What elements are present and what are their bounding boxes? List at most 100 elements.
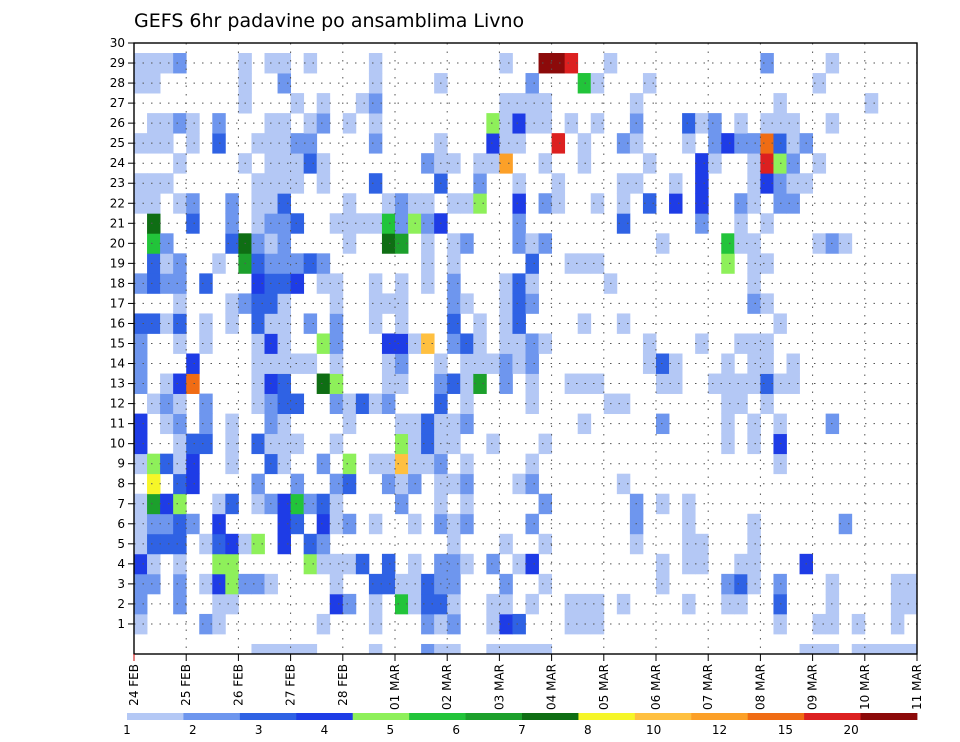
heatmap-cell bbox=[499, 153, 513, 174]
y-tick-label: 2 bbox=[117, 597, 125, 611]
heatmap-cell bbox=[134, 133, 148, 154]
heatmap-cell bbox=[538, 433, 552, 455]
legend-swatch bbox=[860, 713, 918, 720]
y-tick-label: 11 bbox=[110, 417, 125, 431]
heatmap-cell bbox=[147, 313, 161, 334]
legend-label: 1 bbox=[123, 723, 131, 737]
heatmap-cell bbox=[251, 573, 265, 595]
heatmap-cell bbox=[512, 93, 526, 114]
heatmap-cell bbox=[682, 533, 696, 555]
heatmap-cell bbox=[173, 573, 187, 595]
heatmap-cell bbox=[525, 73, 539, 94]
legend-label: 15 bbox=[778, 723, 793, 737]
heatmap-cell bbox=[381, 353, 396, 374]
heatmap-cell bbox=[225, 313, 239, 334]
heatmap-cell bbox=[173, 473, 187, 495]
heatmap-cell bbox=[290, 173, 305, 194]
heatmap-cell bbox=[225, 553, 239, 575]
heatmap-cell bbox=[186, 453, 200, 475]
heatmap-cell bbox=[251, 393, 265, 415]
heatmap-cell bbox=[473, 373, 487, 394]
heatmap-cell bbox=[303, 533, 318, 555]
heatmap-cell bbox=[342, 233, 357, 254]
heatmap-cell bbox=[499, 113, 513, 134]
heatmap-cell bbox=[277, 133, 291, 154]
heatmap-cell bbox=[303, 553, 318, 575]
heatmap-cell bbox=[551, 53, 566, 74]
heatmap-cell bbox=[890, 573, 905, 595]
heatmap-cell bbox=[708, 113, 722, 134]
heatmap-cell bbox=[199, 433, 213, 455]
heatmap-cell bbox=[538, 113, 552, 134]
heatmap-cell bbox=[290, 93, 305, 114]
heatmap-cell bbox=[395, 353, 409, 374]
heatmap-cell bbox=[277, 643, 291, 655]
heatmap-cell bbox=[173, 113, 187, 134]
heatmap-cell bbox=[173, 273, 187, 294]
heatmap-cell bbox=[447, 533, 461, 555]
heatmap-cell bbox=[381, 233, 396, 254]
heatmap-cell bbox=[864, 93, 879, 114]
heatmap-cell bbox=[538, 573, 552, 595]
heatmap-cell bbox=[695, 153, 709, 174]
heatmap-cell bbox=[290, 133, 305, 154]
heatmap-cell bbox=[486, 113, 500, 134]
legend-label: 20 bbox=[844, 723, 859, 737]
heatmap-cell bbox=[199, 273, 213, 294]
y-tick-label: 23 bbox=[110, 176, 125, 190]
heatmap-cell bbox=[160, 53, 174, 74]
heatmap-cell bbox=[186, 113, 200, 134]
heatmap-cell bbox=[812, 643, 827, 655]
y-tick-label: 12 bbox=[110, 397, 125, 411]
heatmap-cell bbox=[395, 453, 409, 475]
heatmap-cell bbox=[329, 313, 344, 334]
heatmap-cell bbox=[225, 493, 239, 515]
heatmap-cell bbox=[669, 193, 683, 214]
heatmap-cell bbox=[760, 333, 774, 354]
heatmap-cell bbox=[421, 213, 435, 234]
heatmap-cell bbox=[721, 253, 735, 274]
y-tick-label: 10 bbox=[110, 437, 125, 451]
heatmap-cell bbox=[525, 273, 539, 294]
heatmap-cell bbox=[577, 253, 592, 274]
legend-label: 12 bbox=[712, 723, 727, 737]
heatmap-cell bbox=[290, 473, 305, 495]
heatmap-cell bbox=[447, 433, 461, 455]
heatmap-cell bbox=[186, 353, 200, 374]
heatmap-cell bbox=[512, 133, 526, 154]
heatmap-cell bbox=[656, 573, 670, 595]
heatmap-cell bbox=[199, 313, 213, 334]
x-tick-label: 28 FEB bbox=[336, 664, 350, 706]
heatmap-cell bbox=[173, 433, 187, 455]
heatmap-cell bbox=[486, 613, 500, 635]
heatmap-cell bbox=[499, 133, 513, 154]
heatmap-cell bbox=[447, 553, 461, 575]
heatmap-cell bbox=[147, 53, 161, 74]
heatmap-cell bbox=[708, 373, 722, 394]
heatmap-cell bbox=[342, 553, 357, 575]
heatmap-cell bbox=[277, 353, 291, 374]
heatmap-cell bbox=[421, 333, 435, 354]
heatmap-cell bbox=[669, 373, 683, 394]
heatmap-cell bbox=[512, 273, 526, 294]
heatmap-cell bbox=[538, 53, 552, 74]
heatmap-cell bbox=[277, 253, 291, 274]
heatmap-cell bbox=[381, 213, 396, 234]
heatmap-cell bbox=[368, 93, 383, 114]
heatmap-cell bbox=[251, 233, 265, 254]
heatmap-cell bbox=[525, 453, 539, 475]
heatmap-cell bbox=[355, 393, 370, 415]
heatmap-cell bbox=[590, 613, 605, 635]
heatmap-cell bbox=[277, 193, 291, 214]
heatmap-cell bbox=[329, 473, 344, 495]
heatmap-cell bbox=[395, 313, 409, 334]
heatmap-cell bbox=[173, 153, 187, 174]
heatmap-cell bbox=[538, 193, 552, 214]
y-tick-label: 29 bbox=[110, 56, 125, 70]
heatmap-cell bbox=[499, 613, 513, 635]
heatmap-cell bbox=[368, 453, 383, 475]
heatmap-cell bbox=[134, 593, 148, 615]
heatmap-cell bbox=[329, 553, 344, 575]
heatmap-cell bbox=[303, 133, 318, 154]
x-tick-label: 26 FEB bbox=[231, 664, 245, 706]
